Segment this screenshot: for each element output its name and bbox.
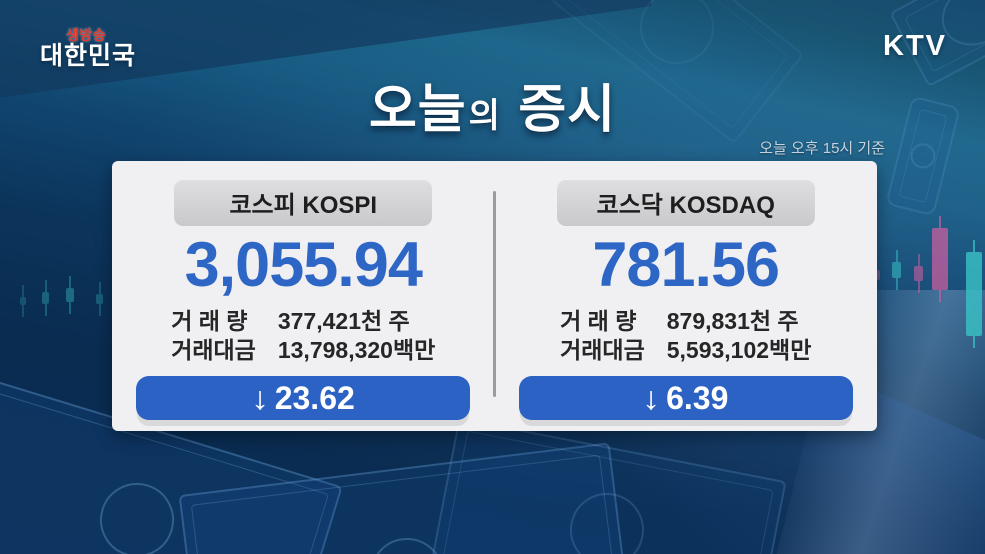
candlestick-icon <box>932 216 948 302</box>
market-name-badge: 코스피 KOSPI <box>174 179 433 226</box>
program-logo-bottom-text: 대한민국 <box>40 41 137 70</box>
market-name-badge: 코스닥 KOSDAQ <box>556 179 815 226</box>
market-panel-kosdaq: 코스닥 KOSDAQ 781.56 거 래 량 879,831천 주 거래대금 … <box>495 161 878 431</box>
volume-label: 거 래 량 <box>171 308 248 335</box>
candlestick-icon <box>892 250 901 290</box>
amount-value: 5,593,102백만 <box>666 336 812 363</box>
market-stats: 거 래 량 879,831천 주 거래대금 5,593,102백만 <box>560 308 811 364</box>
channel-logo: KTV <box>883 30 947 62</box>
amount-label: 거래대금 <box>171 336 256 363</box>
program-logo: 생방송 대한민국 <box>40 28 136 69</box>
index-value: 3,055.94 <box>184 230 423 300</box>
candlestick-icon <box>42 280 49 316</box>
candlestick-icon <box>966 240 982 348</box>
market-panel-kospi: 코스피 KOSPI 3,055.94 거 래 량 377,421천 주 거래대금… <box>112 161 495 431</box>
market-summary-card: 코스피 KOSPI 3,055.94 거 래 량 377,421천 주 거래대금… <box>112 161 877 431</box>
change-badge: ↓ 6.39 <box>518 376 853 421</box>
panel-divider <box>493 191 496 397</box>
volume-label: 거 래 량 <box>560 308 637 335</box>
volume-value: 879,831천 주 <box>666 308 799 335</box>
candlestick-icon <box>66 276 74 314</box>
change-badge: ↓ 23.62 <box>136 376 471 421</box>
market-stats: 거 래 량 377,421천 주 거래대금 13,798,320백만 <box>171 308 435 364</box>
candlestick-icon <box>914 254 923 293</box>
amount-label: 거래대금 <box>560 336 645 363</box>
candlestick-icon <box>20 285 26 317</box>
title-word: 증시 <box>502 81 617 139</box>
program-logo-top-text: 생방송 <box>66 27 107 43</box>
candlestick-icon <box>96 282 103 316</box>
down-arrow-icon: ↓ <box>250 379 269 416</box>
as-of-timestamp: 오늘 오후 15시 기준 <box>759 140 885 157</box>
page-title: 오늘의 증시 <box>0 84 985 136</box>
amount-value: 13,798,320백만 <box>277 336 436 363</box>
title-word: 오늘 <box>368 81 467 139</box>
title-particle: 의 <box>468 97 501 135</box>
down-arrow-icon: ↓ <box>641 379 661 416</box>
change-value: 6.39 <box>666 379 729 416</box>
index-value: 781.56 <box>592 230 780 300</box>
change-value: 23.62 <box>274 379 355 416</box>
volume-value: 377,421천 주 <box>277 308 410 335</box>
